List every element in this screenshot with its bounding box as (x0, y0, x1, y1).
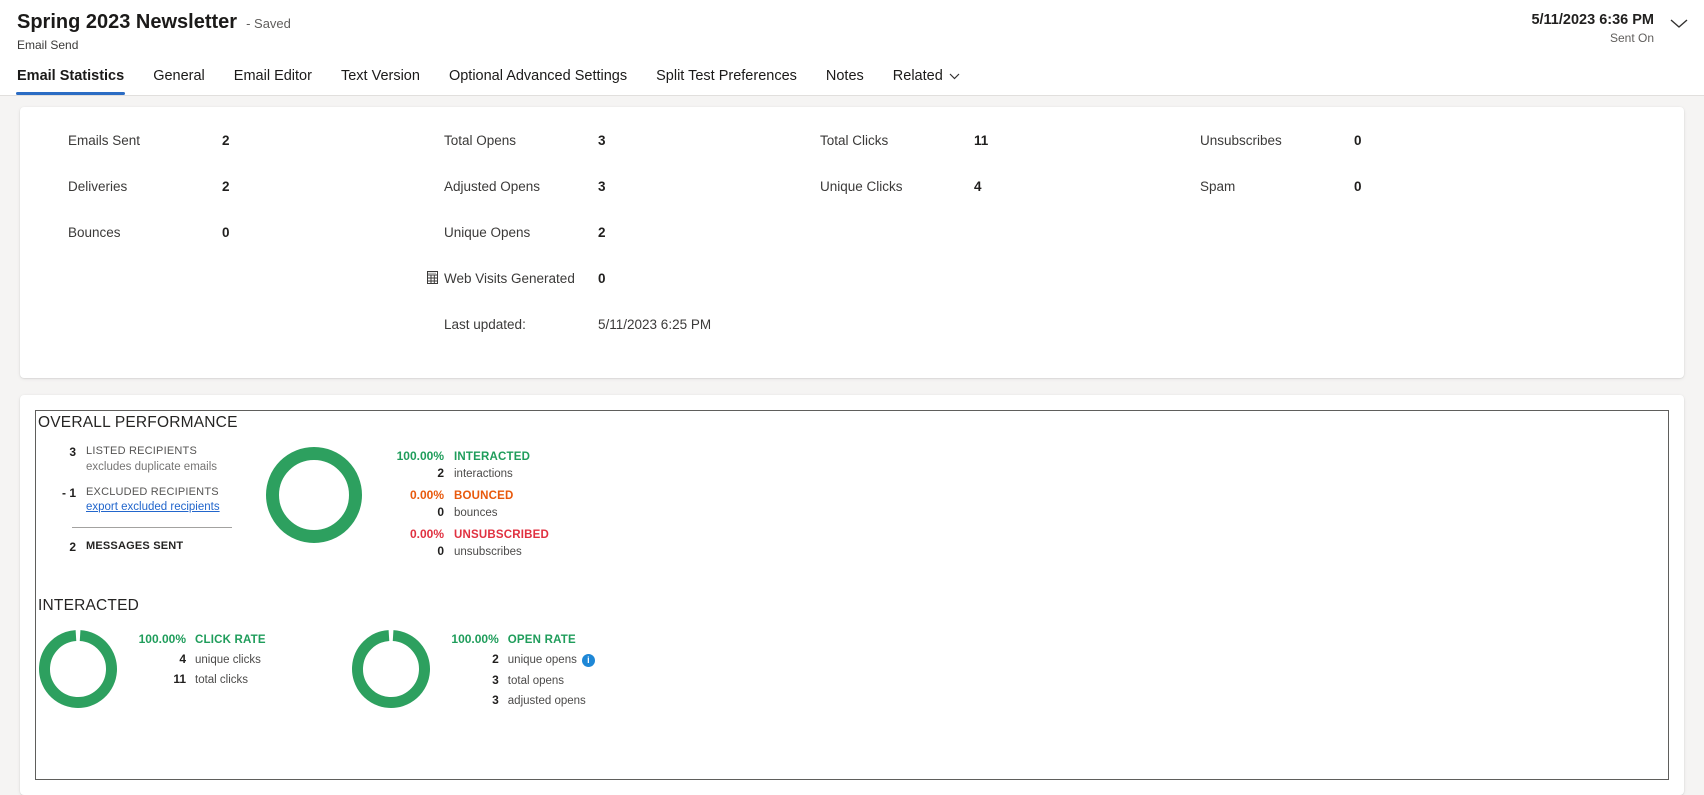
stats-column-negative: Unsubscribes 0 Spam 0 (1152, 132, 1684, 362)
tab-general[interactable]: General (153, 68, 205, 84)
legend-bounced: 0.00% BOUNCED 0 bounces (409, 488, 514, 519)
messages-sent-row: 2 MESSAGES SENT (69, 540, 184, 554)
legend-unsubscribed: 0.00% UNSUBSCRIBED 0 unsubscribes (409, 527, 550, 558)
open-rate-group: 100.00% OPEN RATE 2 unique opens i 3 total… (351, 629, 595, 714)
stat-total-opens: Total Opens 3 (444, 133, 606, 148)
stat-spam: Spam 0 (1200, 179, 1362, 194)
interacted-section-title: INTERACTED (38, 597, 140, 614)
stat-total-clicks: Total Clicks 11 (820, 133, 989, 148)
stat-emails-sent: Emails Sent 2 (68, 133, 230, 148)
stat-last-updated: Last updated: 5/11/2023 6:25 PM (444, 317, 712, 332)
stat-unique-clicks: Unique Clicks 4 (820, 179, 982, 194)
form-tabs: Email Statistics General Email Editor Te… (0, 52, 1704, 96)
stats-column-opens: Total Opens 3 Adjusted Opens 3 Unique Open… (396, 132, 772, 362)
open-rate-donut-chart (351, 629, 431, 714)
overall-performance-legend: 100.00% INTERACTED 2 interactions 0.00% BOU… (380, 449, 549, 566)
page-title: Spring 2023 Newsletter (17, 11, 238, 33)
chevron-down-icon (949, 68, 960, 84)
recipients-summary: 3 LISTED RECIPIENTS excludes duplicate e… (44, 445, 256, 567)
excluded-recipients-row: - 1 EXCLUDED RECIPIENTS export excluded … (61, 486, 220, 513)
tab-notes[interactable]: Notes (825, 68, 864, 84)
click-rate-donut-chart (38, 629, 118, 714)
stat-adjusted-opens: Adjusted Opens 3 (444, 179, 606, 194)
sent-on-label: Sent On (1609, 31, 1654, 45)
overall-performance-donut-chart (264, 445, 364, 550)
legend-interacted: 100.00% INTERACTED 2 interactions (396, 449, 531, 480)
stat-unique-opens: Unique Opens 2 (444, 225, 606, 240)
overall-performance-title: OVERALL PERFORMANCE (38, 414, 238, 431)
record-type-label: Email Send (17, 38, 79, 52)
sent-on-field: 5/11/2023 6:36 PM Sent On (1531, 12, 1654, 45)
tab-related[interactable]: Related (893, 68, 960, 95)
chevron-down-icon[interactable] (1670, 16, 1688, 34)
tab-text-version[interactable]: Text Version (340, 68, 420, 84)
recipients-divider (72, 527, 232, 528)
sent-on-value: 5/11/2023 6:36 PM (1531, 12, 1654, 28)
tab-email-editor[interactable]: Email Editor (233, 68, 312, 84)
stat-bounces: Bounces 0 (68, 225, 230, 240)
save-status: - Saved (246, 16, 291, 31)
stat-deliveries: Deliveries 2 (68, 179, 230, 194)
calculator-icon (427, 271, 438, 284)
record-header: Spring 2023 Newsletter - Saved Email Sen… (0, 0, 1704, 52)
stat-web-visits-generated: Web Visits Generated 0 (427, 270, 772, 288)
overall-performance-card: OVERALL PERFORMANCE 3 LISTED RECIPIENTS … (20, 395, 1684, 795)
stats-column-clicks: Total Clicks 11 Unique Clicks 4 (772, 132, 1152, 362)
listed-recipients-row: 3 LISTED RECIPIENTS excludes duplicate e… (69, 445, 218, 473)
stat-unsubscribes: Unsubscribes 0 (1200, 133, 1362, 148)
stats-column-sent: Emails Sent 2 Deliveries 2 Bounces 0 (20, 132, 396, 362)
tab-split-test-preferences[interactable]: Split Test Preferences (656, 68, 797, 84)
tab-email-statistics[interactable]: Email Statistics (15, 68, 126, 95)
tab-optional-advanced-settings[interactable]: Optional Advanced Settings (448, 68, 628, 84)
info-icon[interactable]: i (581, 653, 595, 667)
email-statistics-card: Emails Sent 2 Deliveries 2 Bounces 0 Total … (20, 107, 1684, 378)
overall-performance-panel: OVERALL PERFORMANCE 3 LISTED RECIPIENTS … (35, 410, 1669, 780)
click-rate-group: 100.00% CLICK RATE 4 unique clicks 11 total… (38, 629, 266, 714)
export-excluded-recipients-link[interactable]: export excluded recipients (86, 501, 220, 513)
